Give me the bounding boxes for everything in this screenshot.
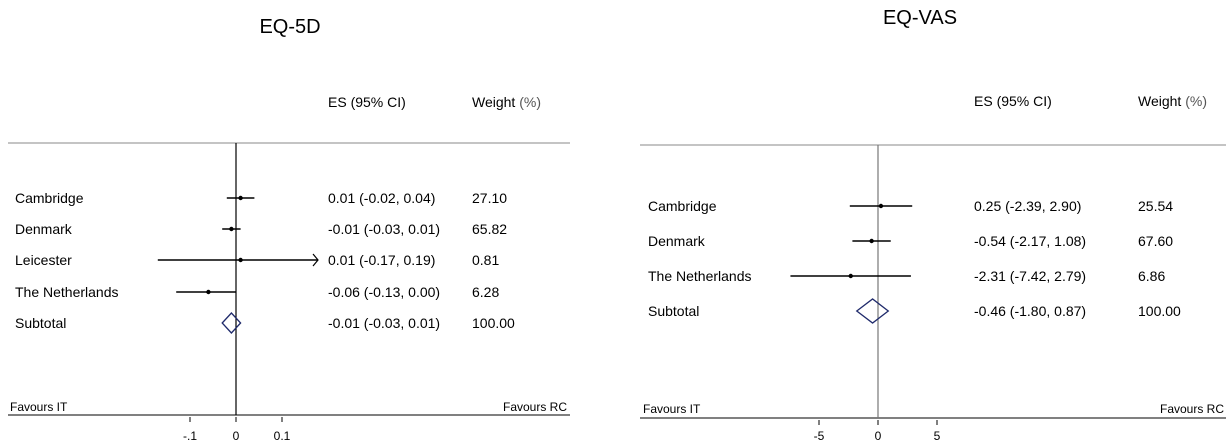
point-estimate [229,226,234,232]
subtotal-es-ci-text: -0.01 (-0.03, 0.01) [328,315,440,331]
weight-column-header: Weight (%) [1138,93,1207,109]
weight-text: 65.82 [472,221,507,237]
study-label: Cambridge [648,198,717,214]
es-column-header: ES (95% CI) [974,93,1052,109]
study-label: Denmark [15,221,73,237]
weight-column-header: Weight (%) [472,94,541,110]
weight-text: 25.54 [1138,198,1173,214]
favours-left-label: Favours IT [643,402,701,416]
chart-title: EQ-5D [259,16,320,38]
point-estimate [869,238,874,244]
es-column-header: ES (95% CI) [328,94,406,110]
study-label: The Netherlands [15,284,119,300]
point-estimate [206,289,211,295]
favours-right-label: Favours RC [1160,402,1224,416]
es-ci-text: -0.06 (-0.13, 0.00) [328,284,440,300]
favours-right-label: Favours RC [503,400,567,414]
subtotal-label: Subtotal [15,315,66,331]
weight-header-main: Weight [472,94,515,110]
pooled-estimate-diamond [855,298,890,324]
forest-panel-eqvas: EQ-VAS ES (95% CI) Weight (%) Cambridge 0.25… [640,7,1226,443]
point-estimate [238,195,243,201]
weight-text: 0.81 [472,252,499,268]
truncation-arrow [312,253,319,267]
x-tick-label: -.1 [183,429,197,443]
favours-left-label: Favours IT [10,400,68,414]
es-ci-text: -2.31 (-7.42, 2.79) [974,268,1086,284]
x-tick-label: -5 [814,429,825,443]
study-label: The Netherlands [648,268,752,284]
subtotal-weight-text: 100.00 [472,315,515,331]
es-ci-text: -0.54 (-2.17, 1.08) [974,233,1086,249]
pooled-estimate-diamond [221,312,242,334]
x-tick-label: 0 [875,429,882,443]
x-tick-label: 0.1 [274,429,291,443]
point-estimate [238,257,243,263]
subtotal-es-ci-text: -0.46 (-1.80, 0.87) [974,303,1086,319]
point-estimate [878,203,884,209]
study-label: Leicester [15,252,72,268]
subtotal-weight-text: 100.00 [1138,303,1181,319]
es-ci-text: 0.01 (-0.02, 0.04) [328,190,435,206]
chart-title: EQ-VAS [883,7,957,29]
weight-text: 6.28 [472,284,499,300]
point-estimate [848,273,853,279]
subtotal-label: Subtotal [648,303,699,319]
study-label: Denmark [648,233,706,249]
weight-text: 67.60 [1138,233,1173,249]
x-tick-label: 5 [934,429,941,443]
es-ci-text: -0.01 (-0.03, 0.01) [328,221,440,237]
weight-header-main: Weight [1138,93,1181,109]
x-tick-label: 0 [233,429,240,443]
weight-header-unit: (%) [515,94,541,110]
forest-panel-eq5d: EQ-5D ES (95% CI) Weight (%) Cambridge 0.01 … [8,16,570,443]
study-label: Cambridge [15,190,84,206]
weight-text: 6.86 [1138,268,1165,284]
weight-text: 27.10 [472,190,507,206]
es-ci-text: 0.25 (-2.39, 2.90) [974,198,1081,214]
es-ci-text: 0.01 (-0.17, 0.19) [328,252,435,268]
weight-header-unit: (%) [1181,93,1207,109]
